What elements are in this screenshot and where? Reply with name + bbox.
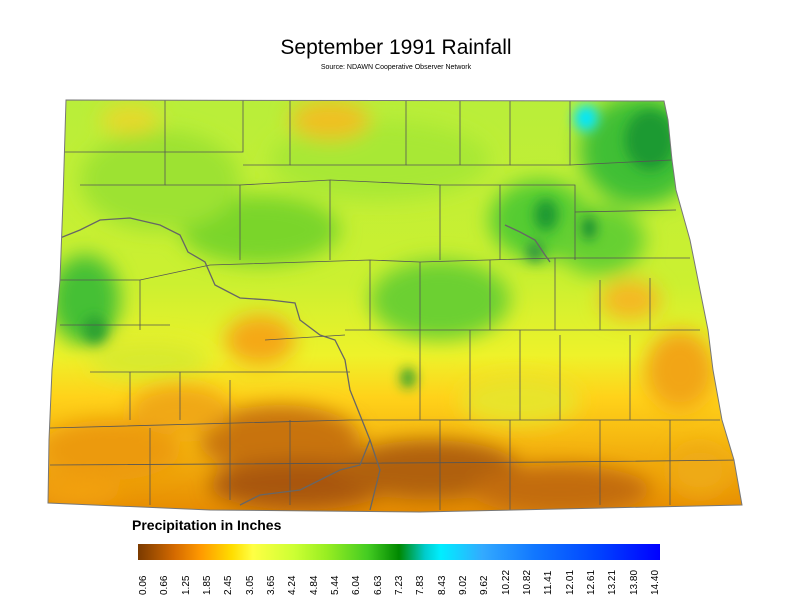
map-title: September 1991 Rainfall bbox=[280, 36, 512, 59]
state-outline bbox=[47, 99, 743, 513]
legend-title: Precipitation in Inches bbox=[132, 517, 282, 533]
river-lines bbox=[59, 217, 551, 511]
map-subtitle: Source: NDAWN Cooperative Observer Netwo… bbox=[320, 64, 472, 71]
county-lines bbox=[49, 100, 741, 510]
precipitation-field bbox=[48, 100, 742, 512]
legend-colorbar bbox=[138, 544, 660, 560]
